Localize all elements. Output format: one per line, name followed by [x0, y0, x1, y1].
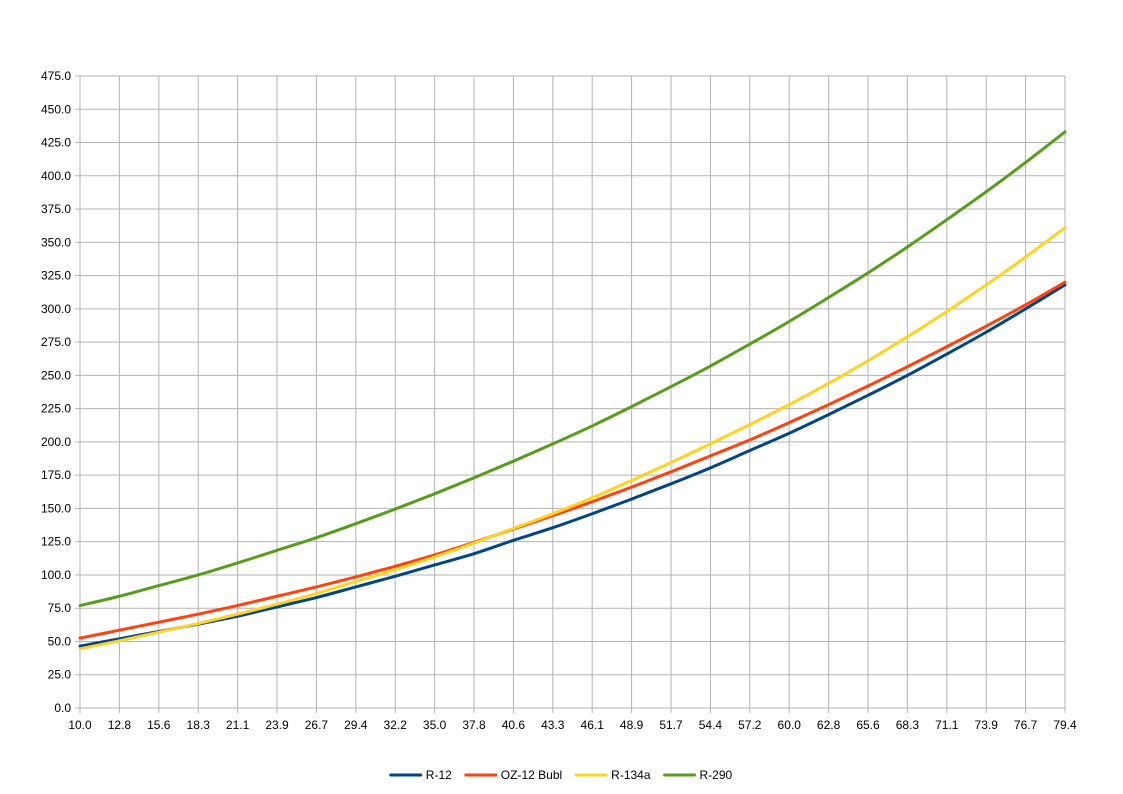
y-tick-label: 400.0 [41, 169, 71, 183]
series-line-r-12 [78, 283, 1067, 648]
x-tick-label: 65.6 [856, 718, 880, 732]
gridlines [75, 75, 1066, 713]
y-tick-label: 250.0 [41, 368, 71, 382]
legend-label: OZ-12 Bubl [501, 768, 562, 782]
y-tick-label: 425.0 [41, 136, 71, 150]
x-tick-label: 29.4 [344, 718, 368, 732]
x-tick-label: 60.0 [778, 718, 802, 732]
y-tick-label: 275.0 [41, 335, 71, 349]
series-line-oz-12-bubl [78, 280, 1067, 640]
y-tick-label: 300.0 [41, 302, 71, 316]
legend-label: R-290 [700, 768, 733, 782]
y-tick-label: 175.0 [41, 468, 71, 482]
legend-label: R-12 [426, 768, 452, 782]
y-tick-label: 150.0 [41, 501, 71, 515]
x-tick-label: 57.2 [738, 718, 762, 732]
x-tick-label: 15.6 [147, 718, 171, 732]
x-tick-label: 62.8 [817, 718, 841, 732]
x-tick-label: 73.9 [975, 718, 999, 732]
x-tick-label: 43.3 [541, 718, 565, 732]
y-tick-label: 325.0 [41, 269, 71, 283]
y-tick-label: 375.0 [41, 202, 71, 216]
legend-label: R-134a [611, 768, 651, 782]
y-tick-label: 50.0 [48, 634, 72, 648]
y-tick-label: 350.0 [41, 235, 71, 249]
x-tick-label: 37.8 [462, 718, 486, 732]
y-tick-label: 200.0 [41, 435, 71, 449]
x-tick-label: 51.7 [659, 718, 683, 732]
x-tick-label: 46.1 [581, 718, 605, 732]
x-tick-label: 71.1 [935, 718, 959, 732]
series-line-r-290 [78, 130, 1067, 608]
x-tick-label: 21.1 [226, 718, 250, 732]
series-line-r-134a [78, 226, 1067, 651]
y-tick-label: 475.0 [41, 69, 71, 83]
x-tick-label: 23.9 [265, 718, 289, 732]
y-tick-label: 125.0 [41, 535, 71, 549]
y-axis-tick-labels: 0.0 25.0 50.0 75.0 100.0 125.0 150.0 175.0 200.0… [41, 69, 71, 715]
x-tick-label: 32.2 [384, 718, 408, 732]
x-tick-label: 35.0 [423, 718, 447, 732]
y-tick-label: 450.0 [41, 102, 71, 116]
y-tick-label: 75.0 [48, 601, 72, 615]
x-tick-label: 26.7 [305, 718, 329, 732]
x-tick-label: 68.3 [896, 718, 920, 732]
legend: R-12 OZ-12 Bubl R-134a R-290 [389, 768, 733, 782]
x-axis-tick-labels: 10.0 12.8 15.6 18.3 21.1 23.9 26.7 29.4 32.2 35.0… [68, 718, 1077, 732]
x-tick-label: 76.7 [1014, 718, 1038, 732]
y-tick-label: 25.0 [48, 668, 72, 682]
x-tick-label: 40.6 [502, 718, 526, 732]
x-tick-label: 79.4 [1053, 718, 1077, 732]
x-tick-label: 18.3 [187, 718, 211, 732]
x-tick-label: 10.0 [68, 718, 92, 732]
x-tick-label: 12.8 [108, 718, 132, 732]
y-tick-label: 0.0 [54, 701, 71, 715]
y-tick-label: 225.0 [41, 402, 71, 416]
y-tick-label: 100.0 [41, 568, 71, 582]
series-lines [78, 130, 1067, 651]
x-tick-label: 54.4 [699, 718, 723, 732]
x-tick-label: 48.9 [620, 718, 644, 732]
